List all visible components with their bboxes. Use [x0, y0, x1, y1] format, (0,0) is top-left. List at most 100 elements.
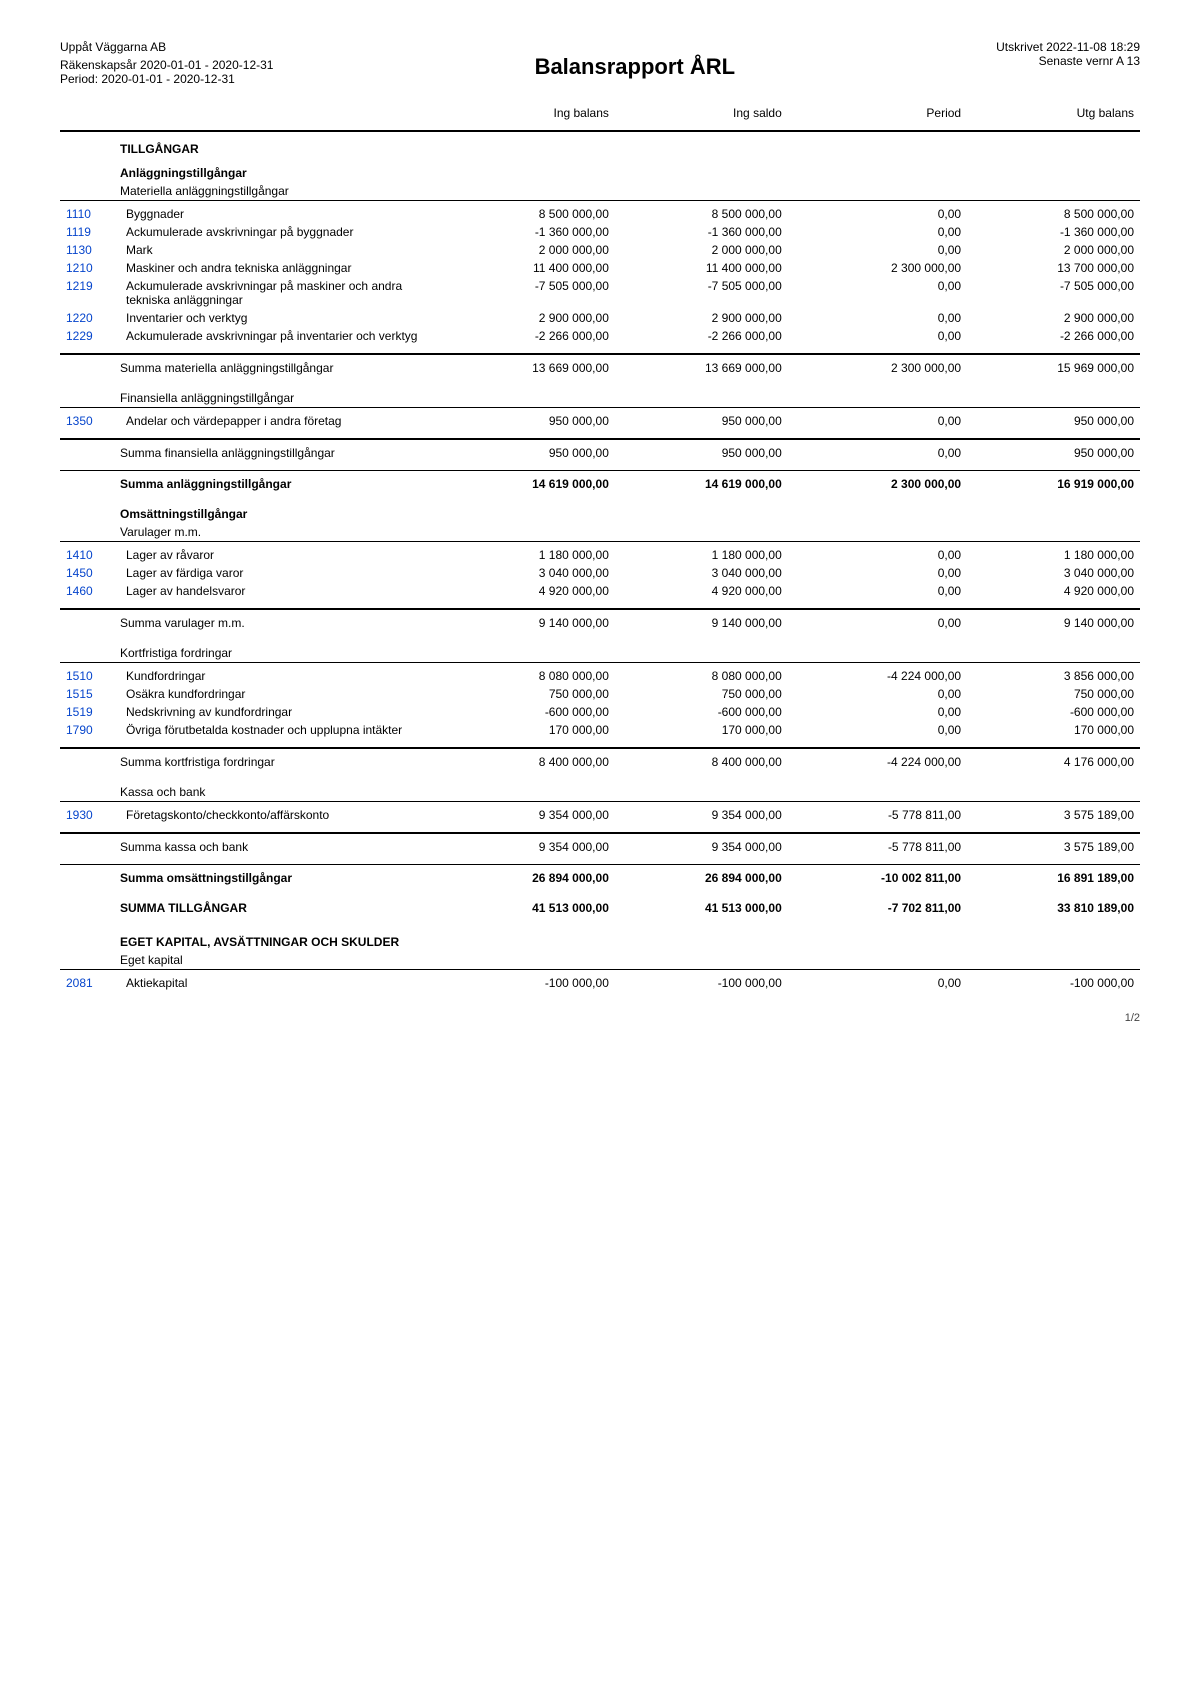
cell: 9 140 000,00	[967, 609, 1140, 632]
sum-label: Summa varulager m.m.	[120, 609, 442, 632]
account-code: 1450	[60, 564, 120, 582]
account-code: 1510	[60, 663, 120, 686]
cell: 0,00	[788, 609, 967, 632]
cell: 8 500 000,00	[442, 201, 615, 224]
account-name: Övriga förutbetalda kostnader och upplup…	[120, 721, 442, 739]
table-row: 1110 Byggnader 8 500 000,00 8 500 000,00…	[60, 201, 1140, 224]
sum-label: Summa finansiella anläggningstillgångar	[120, 439, 442, 462]
account-name: Företagskonto/checkkonto/affärskonto	[120, 802, 442, 825]
sum-row: SUMMA TILLGÅNGAR 41 513 000,00 41 513 00…	[60, 895, 1140, 917]
cell: 4 176 000,00	[967, 748, 1140, 771]
cell: -2 266 000,00	[442, 327, 615, 345]
account-code: 1410	[60, 542, 120, 565]
sum-row: Summa omsättningstillgångar 26 894 000,0…	[60, 865, 1140, 888]
account-name: Lager av handelsvaror	[120, 582, 442, 600]
cell: -10 002 811,00	[788, 865, 967, 888]
cell: 0,00	[788, 582, 967, 600]
cell: -7 505 000,00	[967, 277, 1140, 309]
account-name: Kundfordringar	[120, 663, 442, 686]
cell: -7 702 811,00	[788, 895, 967, 917]
cell: 750 000,00	[615, 685, 788, 703]
section-omsattning: Omsättningstillgångar	[120, 493, 1140, 523]
cell: 41 513 000,00	[442, 895, 615, 917]
cell: 4 920 000,00	[442, 582, 615, 600]
cell: -7 505 000,00	[442, 277, 615, 309]
cell: 1 180 000,00	[967, 542, 1140, 565]
section-eget-kapital: Eget kapital	[120, 951, 1140, 970]
cell: 0,00	[788, 721, 967, 739]
table-row: 1510 Kundfordringar 8 080 000,00 8 080 0…	[60, 663, 1140, 686]
account-name: Ackumulerade avskrivningar på inventarie…	[120, 327, 442, 345]
cell: 170 000,00	[967, 721, 1140, 739]
cell: 14 619 000,00	[615, 471, 788, 494]
account-code: 1110	[60, 201, 120, 224]
col-ing-balans: Ing balans	[442, 102, 615, 131]
section-eget-kapital-header: EGET KAPITAL, AVSÄTTNINGAR OCH SKULDER	[120, 917, 1140, 951]
account-name: Inventarier och verktyg	[120, 309, 442, 327]
cell: 0,00	[788, 327, 967, 345]
period-line: Period: 2020-01-01 - 2020-12-31	[60, 72, 273, 86]
section-tillgangar: TILLGÅNGAR	[120, 131, 1140, 158]
sum-row: Summa anläggningstillgångar 14 619 000,0…	[60, 471, 1140, 494]
cell: 3 856 000,00	[967, 663, 1140, 686]
cell: 14 619 000,00	[442, 471, 615, 494]
cell: 1 180 000,00	[442, 542, 615, 565]
cell: 16 891 189,00	[967, 865, 1140, 888]
cell: 2 000 000,00	[442, 241, 615, 259]
cell: 9 354 000,00	[615, 833, 788, 856]
cell: -600 000,00	[442, 703, 615, 721]
cell: 2 000 000,00	[615, 241, 788, 259]
table-row: 1515 Osäkra kundfordringar 750 000,00 75…	[60, 685, 1140, 703]
cell: 3 040 000,00	[615, 564, 788, 582]
sum-label: Summa kassa och bank	[120, 833, 442, 856]
company-name: Uppåt Väggarna AB	[60, 40, 273, 54]
cell: 170 000,00	[442, 721, 615, 739]
section-kassa: Kassa och bank	[120, 771, 1140, 802]
col-blank2	[120, 102, 442, 131]
account-code: 1350	[60, 408, 120, 431]
account-name: Nedskrivning av kundfordringar	[120, 703, 442, 721]
sum-row: Summa finansiella anläggningstillgångar …	[60, 439, 1140, 462]
cell: 0,00	[788, 703, 967, 721]
cell: 2 300 000,00	[788, 354, 967, 377]
report-title: Balansrapport ÅRL	[535, 54, 735, 80]
section-materiella: Materiella anläggningstillgångar	[120, 182, 1140, 201]
cell: 2 000 000,00	[967, 241, 1140, 259]
cell: 9 140 000,00	[615, 609, 788, 632]
cell: 950 000,00	[967, 439, 1140, 462]
account-name: Aktiekapital	[120, 970, 442, 993]
account-code: 1219	[60, 277, 120, 309]
cell: 1 180 000,00	[615, 542, 788, 565]
cell: -5 778 811,00	[788, 833, 967, 856]
cell: 16 919 000,00	[967, 471, 1140, 494]
cell: 2 300 000,00	[788, 471, 967, 494]
table-row: 1130 Mark 2 000 000,00 2 000 000,00 0,00…	[60, 241, 1140, 259]
account-code: 1229	[60, 327, 120, 345]
table-row: 1790 Övriga förutbetalda kostnader och u…	[60, 721, 1140, 739]
cell: -7 505 000,00	[615, 277, 788, 309]
table-row: 1350 Andelar och värdepapper i andra för…	[60, 408, 1140, 431]
cell: 8 500 000,00	[615, 201, 788, 224]
account-name: Mark	[120, 241, 442, 259]
account-name: Byggnader	[120, 201, 442, 224]
account-code: 1220	[60, 309, 120, 327]
table-row: 1450 Lager av färdiga varor 3 040 000,00…	[60, 564, 1140, 582]
section-anlaggning: Anläggningstillgångar	[120, 158, 1140, 182]
account-name: Ackumulerade avskrivningar på byggnader	[120, 223, 442, 241]
account-code: 1130	[60, 241, 120, 259]
cell: 15 969 000,00	[967, 354, 1140, 377]
cell: -600 000,00	[615, 703, 788, 721]
cell: 8 500 000,00	[967, 201, 1140, 224]
sum-row: Summa materiella anläggningstillgångar 1…	[60, 354, 1140, 377]
cell: -100 000,00	[442, 970, 615, 993]
cell: 9 354 000,00	[615, 802, 788, 825]
cell: 750 000,00	[967, 685, 1140, 703]
section-varulager: Varulager m.m.	[120, 523, 1140, 542]
cell: -100 000,00	[967, 970, 1140, 993]
cell: 9 140 000,00	[442, 609, 615, 632]
cell: 0,00	[788, 223, 967, 241]
cell: 8 400 000,00	[442, 748, 615, 771]
cell: -4 224 000,00	[788, 748, 967, 771]
cell: 0,00	[788, 439, 967, 462]
col-period: Period	[788, 102, 967, 131]
